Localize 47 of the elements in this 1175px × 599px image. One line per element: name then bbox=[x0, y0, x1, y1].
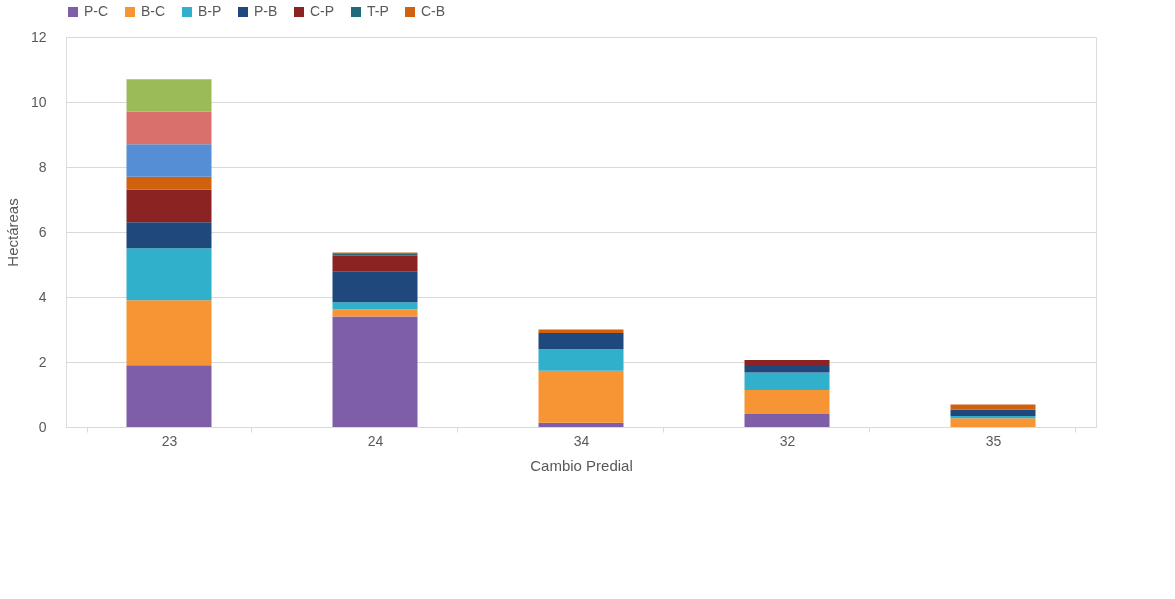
x-tick-label: 32 bbox=[779, 432, 796, 449]
y-tick-label: 4 bbox=[38, 288, 47, 305]
legend-label: P-C bbox=[84, 3, 109, 19]
bar bbox=[332, 316, 418, 427]
y-tick-label: 6 bbox=[38, 223, 47, 240]
bar bbox=[126, 248, 212, 301]
bar bbox=[126, 189, 212, 223]
bar bbox=[950, 418, 1036, 427]
bar bbox=[538, 370, 624, 423]
x-tick-label: 24 bbox=[367, 432, 384, 449]
bar bbox=[126, 144, 212, 177]
bar bbox=[126, 222, 212, 249]
bar bbox=[332, 302, 418, 310]
bar bbox=[332, 271, 418, 303]
bar bbox=[126, 79, 212, 112]
bar bbox=[538, 422, 624, 427]
bar bbox=[126, 111, 212, 145]
legend-label: P-B bbox=[254, 3, 278, 19]
bar bbox=[744, 360, 830, 366]
bar bbox=[744, 365, 830, 373]
legend-label: B-C bbox=[141, 3, 166, 19]
bar bbox=[950, 404, 1036, 410]
legend-label: B-P bbox=[198, 3, 222, 19]
bar bbox=[744, 389, 830, 414]
bar bbox=[332, 255, 418, 272]
x-tick-label: 35 bbox=[985, 432, 1002, 449]
bar bbox=[126, 176, 212, 190]
x-axis-title: Cambio Predial bbox=[530, 456, 633, 474]
y-tick-label: 0 bbox=[38, 418, 47, 435]
bar bbox=[332, 309, 418, 317]
y-tick-label: 2 bbox=[38, 353, 47, 370]
bar bbox=[126, 365, 212, 427]
y-axis-title: Hectáreas bbox=[3, 198, 21, 267]
x-tick-label: 23 bbox=[161, 432, 178, 449]
bar bbox=[538, 349, 624, 371]
legend-label: T-P bbox=[367, 3, 389, 19]
y-tick-label: 10 bbox=[30, 93, 47, 110]
x-tick-label: 34 bbox=[573, 432, 590, 449]
y-tick-label: 12 bbox=[30, 28, 47, 45]
y-tick-label: 8 bbox=[38, 158, 47, 175]
legend-label: C-B bbox=[421, 3, 446, 19]
bar bbox=[126, 300, 212, 366]
bar bbox=[744, 414, 830, 427]
bar bbox=[744, 372, 830, 390]
bar bbox=[950, 409, 1036, 416]
legend-label: C-P bbox=[310, 3, 335, 19]
bar bbox=[538, 333, 624, 350]
